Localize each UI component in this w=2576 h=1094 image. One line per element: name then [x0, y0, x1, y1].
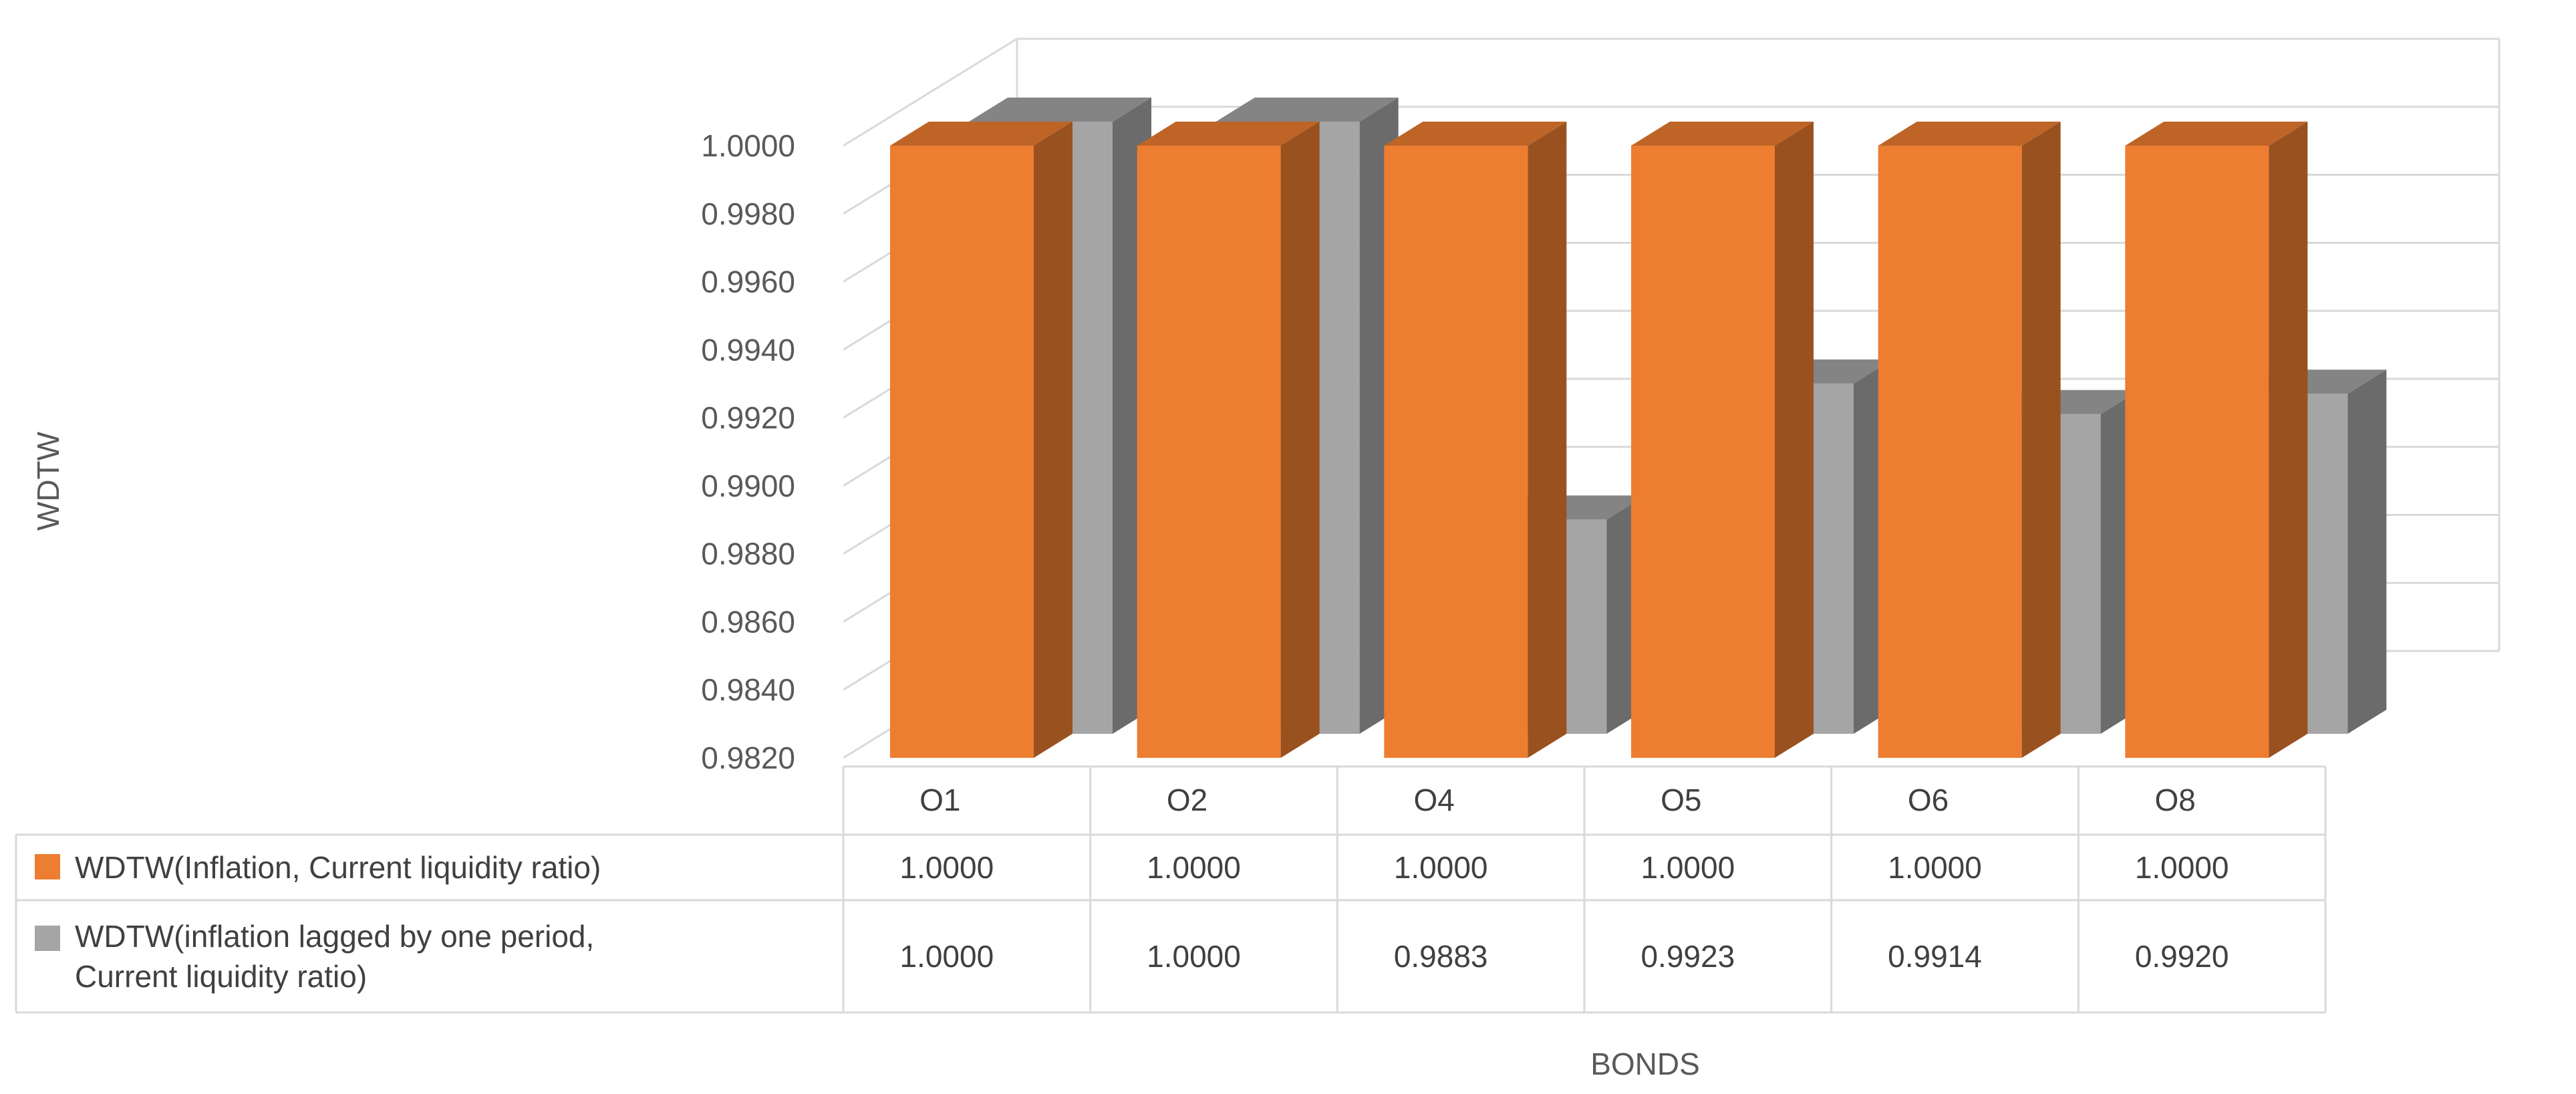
bar-s1-O6-side	[2021, 122, 2061, 758]
legend-label-s1: WDTW(Inflation, Current liquidity ratio)	[75, 850, 601, 885]
y-tick-label: 0.9880	[701, 537, 795, 571]
data-label-s1: 1.0000	[1147, 850, 1241, 885]
data-label-s2: 1.0000	[899, 939, 994, 974]
x-axis-title: BONDS	[1590, 1047, 1700, 1081]
bar-s1-O5-side	[1775, 122, 1814, 758]
bar-s1-O2	[1137, 122, 1320, 758]
bar-s1-O4-top	[1384, 122, 1567, 146]
y-tick-label: 0.9900	[701, 468, 795, 503]
bar-s1-O5	[1631, 122, 1814, 758]
y-tick-label: 0.9920	[701, 400, 795, 435]
legend-key-s2	[35, 926, 60, 951]
bar-s1-O8-front	[2125, 146, 2269, 758]
y-tick-label: 1.0000	[701, 128, 795, 163]
x-tick-label: O4	[1413, 783, 1454, 817]
bar-s2-O2-top	[1215, 98, 1399, 122]
data-label-s2: 1.0000	[1147, 939, 1241, 974]
data-label-s2: 0.9914	[1888, 939, 1982, 974]
y-tick-label: 0.9840	[701, 672, 795, 707]
bar-s1-O8-top	[2125, 122, 2308, 146]
legend-label-s2: WDTW(inflation lagged by one period,	[75, 919, 594, 954]
data-label-s2: 0.9923	[1640, 939, 1735, 974]
y-tick-label: 0.9940	[701, 332, 795, 367]
data-label-s1: 1.0000	[1394, 850, 1488, 885]
bar-s1-O4	[1384, 122, 1567, 758]
bar-s1-O6-front	[1878, 146, 2022, 758]
side-gridline	[843, 37, 1018, 147]
legend-label-s2: Current liquidity ratio)	[75, 959, 367, 994]
bar-s1-O4-front	[1384, 146, 1528, 758]
data-label-s1: 1.0000	[2135, 850, 2229, 885]
bar-s2-O8-side	[2347, 370, 2387, 734]
y-tick-label: 0.9960	[701, 265, 795, 299]
y-tick-label: 0.9860	[701, 604, 795, 639]
bar-s1-O8	[2125, 122, 2308, 758]
y-tick-label: 0.9820	[701, 740, 795, 775]
data-label-s1: 1.0000	[1888, 850, 1982, 885]
y-tick-label: 0.9980	[701, 196, 795, 231]
legend-key-s1	[35, 854, 60, 879]
data-label-s1: 1.0000	[899, 850, 994, 885]
bar-s1-O2-top	[1137, 122, 1320, 146]
x-tick-label: O8	[2154, 783, 2195, 817]
x-tick-label: O6	[1908, 783, 1949, 817]
bar-s1-O1-front	[890, 146, 1034, 758]
bar-s1-O5-top	[1631, 122, 1814, 146]
bars-layer	[890, 98, 2387, 758]
bar-s1-O1	[890, 122, 1072, 758]
data-label-s2: 0.9920	[2135, 939, 2229, 974]
data-label-s2: 0.9883	[1394, 939, 1488, 974]
x-tick-label: O2	[1167, 783, 1207, 817]
bar-s1-O6-top	[1878, 122, 2061, 146]
x-tick-label: O5	[1661, 783, 1701, 817]
data-label-s1: 1.0000	[1640, 850, 1735, 885]
bar-s1-O2-front	[1137, 146, 1281, 758]
bar-s1-O4-side	[1528, 122, 1567, 758]
y-tick-labels: 0.9820 0.9840 0.9860 0.9880 0.9900 0.9920 0.99…	[701, 128, 795, 775]
bar-s2-O1-top	[969, 98, 1151, 122]
x-tick-label: O1	[919, 783, 960, 817]
bar-s1-O6	[1878, 122, 2061, 758]
bar-s1-O1-top	[890, 122, 1072, 146]
y-axis-title: WDTW	[31, 431, 65, 531]
bar-s1-O5-front	[1631, 146, 1775, 758]
bar-s1-O1-side	[1034, 122, 1072, 758]
bar-s1-O2-side	[1280, 122, 1320, 758]
data-table: O1 O2 O4 O5 O6 O8 WDTW(Inflation, Current liqu…	[15, 765, 2327, 1014]
bar-s1-O8-side	[2269, 122, 2308, 758]
